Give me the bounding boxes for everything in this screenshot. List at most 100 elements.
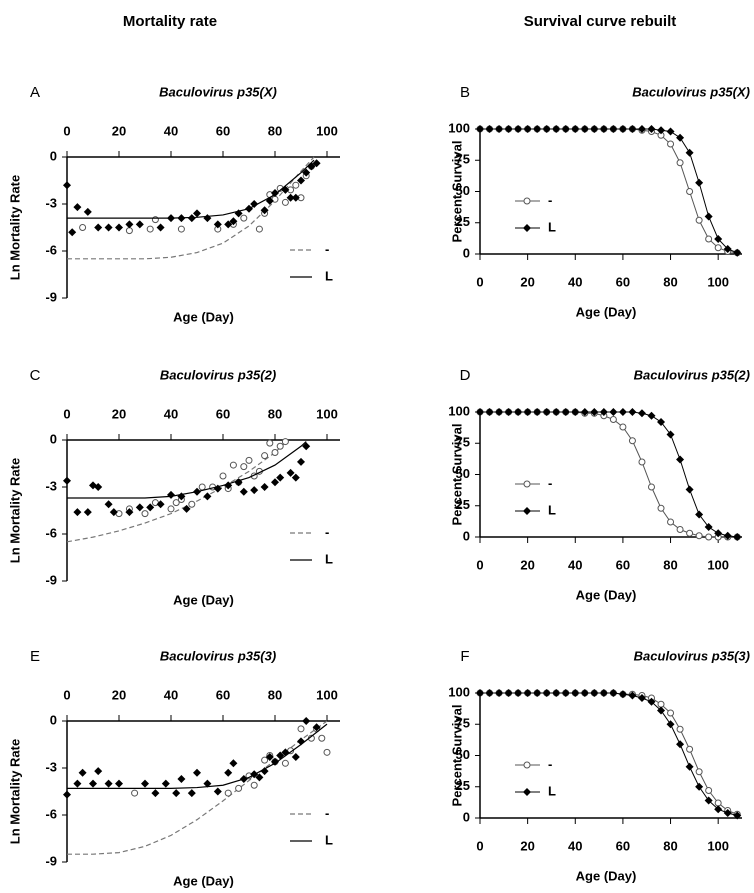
fit-line (67, 720, 328, 855)
y-tick-label: 75 (456, 435, 470, 450)
marker (485, 408, 494, 416)
marker (276, 442, 284, 450)
panel-title: Baculovirus p35(X) (632, 84, 750, 99)
x-axis-label: Age (Day) (173, 873, 234, 888)
marker (224, 768, 233, 777)
marker (135, 220, 144, 229)
marker (666, 127, 675, 136)
marker (695, 216, 703, 224)
x-axis-label: Age (Day) (576, 304, 637, 319)
marker (609, 416, 617, 423)
marker (213, 787, 222, 796)
panel-title: Baculovirus p35(3) (160, 648, 276, 663)
marker (580, 408, 589, 416)
legend-marker (523, 761, 531, 769)
marker (271, 478, 279, 487)
marker (188, 500, 196, 508)
marker (714, 799, 722, 807)
panel-letter: F (460, 648, 469, 665)
marker (704, 796, 713, 805)
marker (571, 689, 580, 697)
marker (561, 689, 570, 697)
legend-label: L (548, 219, 556, 234)
x-tick-label: 0 (63, 406, 70, 421)
marker (281, 748, 290, 757)
marker (618, 125, 627, 133)
marker (695, 782, 704, 791)
marker (637, 409, 646, 418)
marker (78, 768, 87, 777)
fit-line (66, 439, 289, 543)
y-tick-label: 100 (448, 120, 470, 135)
marker (291, 193, 300, 202)
x-tick-label: 100 (707, 274, 729, 289)
marker (533, 125, 542, 133)
marker (240, 214, 248, 222)
survival-line (480, 128, 738, 254)
marker (514, 689, 523, 697)
marker (245, 204, 253, 213)
marker (172, 789, 181, 798)
y-axis-label: Percent Survival (449, 705, 464, 807)
marker (676, 740, 685, 749)
marker (561, 408, 570, 416)
x-tick-label: 40 (164, 123, 178, 138)
x-axis-label: Age (Day) (173, 309, 234, 324)
marker (156, 500, 165, 509)
panel-letter: A (30, 84, 40, 101)
y-tick-label: -9 (45, 572, 57, 587)
fit-line (67, 441, 307, 499)
y-axis-label: Percent Survival (449, 424, 464, 526)
marker (193, 487, 201, 496)
marker (235, 784, 243, 792)
marker (637, 694, 646, 702)
marker (131, 789, 139, 797)
marker (307, 162, 316, 171)
marker (291, 473, 300, 482)
x-tick-label: 60 (616, 838, 630, 853)
x-tick-label: 20 (520, 557, 534, 572)
marker (504, 125, 513, 133)
x-tick-label: 60 (216, 687, 230, 702)
x-axis-label: Age (Day) (576, 868, 637, 883)
marker (647, 411, 656, 420)
marker (265, 753, 274, 762)
survival-line (480, 128, 738, 254)
y-tick-label: 100 (448, 403, 470, 418)
x-tick-label: 80 (268, 406, 282, 421)
marker (523, 689, 532, 697)
legend-marker (523, 788, 531, 796)
panel-title: Baculovirus p35(2) (634, 367, 750, 382)
y-tick-label: 0 (463, 245, 470, 260)
marker (141, 510, 149, 518)
marker (135, 503, 144, 512)
marker (580, 689, 589, 697)
marker (261, 452, 269, 460)
marker (666, 720, 675, 729)
marker (94, 483, 103, 491)
x-tick-label: 100 (707, 557, 729, 572)
marker (271, 449, 279, 457)
marker (657, 126, 666, 135)
marker (203, 214, 212, 223)
marker (685, 485, 694, 494)
marker (657, 504, 665, 512)
marker (637, 125, 646, 133)
x-tick-label: 80 (268, 687, 282, 702)
marker (125, 220, 134, 229)
marker (504, 408, 513, 416)
marker (495, 408, 504, 416)
y-tick-label: 50 (456, 747, 470, 762)
marker (213, 484, 222, 493)
marker (609, 408, 618, 416)
marker (495, 689, 504, 697)
marker (198, 483, 206, 491)
marker (476, 408, 484, 416)
y-tick-label: -6 (45, 806, 57, 821)
fit-line (67, 723, 328, 789)
marker (318, 734, 326, 742)
y-tick-label: 0 (50, 712, 57, 727)
survival-line (480, 692, 738, 816)
marker (618, 408, 627, 416)
legend-label: L (548, 502, 556, 517)
